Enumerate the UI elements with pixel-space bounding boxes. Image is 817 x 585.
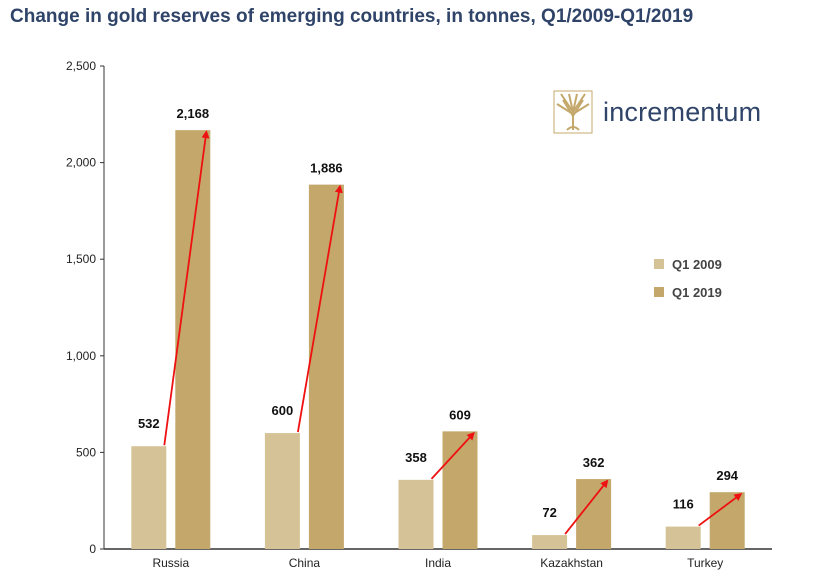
x-category-label: Russia bbox=[152, 556, 189, 570]
y-tick-label: 2,000 bbox=[66, 156, 96, 170]
incrementum-logo: incrementum bbox=[553, 90, 761, 134]
data-label-q1-2009: 358 bbox=[405, 450, 427, 465]
bar-q1-2009 bbox=[665, 526, 701, 549]
data-label-q1-2009: 532 bbox=[138, 416, 160, 431]
x-category-label: Turkey bbox=[687, 556, 723, 570]
bar-q1-2009 bbox=[398, 479, 434, 549]
y-tick-label: 1,500 bbox=[66, 252, 96, 266]
change-arrow bbox=[297, 184, 343, 433]
data-label-q1-2019: 294 bbox=[716, 468, 738, 483]
legend: Q1 2009 Q1 2019 bbox=[654, 250, 722, 306]
x-category-label: India bbox=[425, 556, 451, 570]
data-label-q1-2009: 72 bbox=[542, 505, 556, 520]
change-arrow bbox=[163, 130, 210, 446]
legend-item-q1-2019: Q1 2019 bbox=[654, 278, 722, 306]
legend-item-q1-2009: Q1 2009 bbox=[654, 250, 722, 278]
chart-title: Change in gold reserves of emerging coun… bbox=[10, 6, 694, 27]
y-tick-label: 2,500 bbox=[66, 59, 96, 73]
bar-q1-2009 bbox=[131, 446, 167, 549]
x-category-label: China bbox=[289, 556, 321, 570]
y-tick-label: 500 bbox=[76, 445, 96, 459]
data-label-q1-2009: 116 bbox=[673, 497, 694, 512]
bar-q1-2009 bbox=[264, 433, 300, 549]
bar-q1-2019 bbox=[442, 431, 478, 549]
data-label-q1-2009: 600 bbox=[272, 403, 294, 418]
tree-icon bbox=[553, 90, 593, 134]
data-label-q1-2019: 1,886 bbox=[310, 161, 343, 176]
bar-q1-2019 bbox=[308, 184, 344, 549]
logo-text: incrementum bbox=[603, 96, 762, 127]
bar-q1-2019 bbox=[709, 492, 745, 549]
change-arrow bbox=[698, 493, 743, 527]
legend-label-q1-2009: Q1 2009 bbox=[672, 256, 722, 272]
y-tick-label: 0 bbox=[89, 542, 96, 556]
x-category-label: Kazakhstan bbox=[540, 556, 603, 570]
data-label-q1-2019: 2,168 bbox=[177, 106, 210, 121]
data-label-q1-2019: 362 bbox=[583, 455, 605, 470]
legend-label-q1-2019: Q1 2019 bbox=[672, 284, 722, 300]
bar-q1-2019 bbox=[175, 130, 211, 549]
change-arrow bbox=[430, 431, 475, 480]
data-label-q1-2019: 609 bbox=[449, 407, 471, 422]
change-arrow bbox=[564, 479, 609, 535]
bar-q1-2009 bbox=[532, 535, 568, 549]
legend-swatch-q1-2009 bbox=[654, 259, 664, 269]
legend-swatch-q1-2019 bbox=[654, 287, 664, 297]
y-tick-label: 1,000 bbox=[66, 349, 96, 363]
